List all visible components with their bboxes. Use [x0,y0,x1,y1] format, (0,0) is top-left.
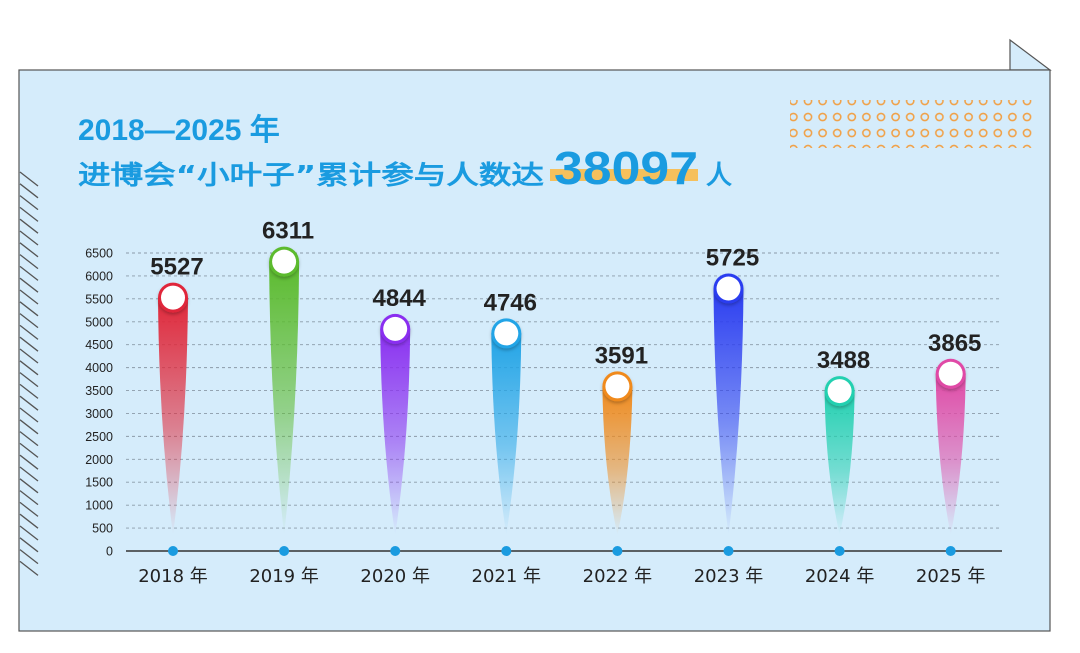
bar [380,328,411,535]
x-tick-label: 2019 年 [249,566,319,587]
headline: 进博会“小叶子”累计参与人数达 38097 人 [78,142,732,194]
value-label: 5725 [706,245,759,272]
bar [935,373,966,535]
axis-dot [168,546,178,556]
axis-dots [168,546,956,556]
y-tick-label: 3000 [85,407,113,421]
bars [158,261,966,535]
y-tick-label: 1500 [85,476,113,490]
value-label: 3591 [595,342,648,369]
value-knobs [158,246,966,407]
value-label: 4746 [484,289,537,316]
y-tick-label: 4500 [85,338,113,352]
bar [602,386,633,535]
value-label: 3865 [928,330,981,357]
value-label: 4844 [373,285,427,312]
axis-dot [945,546,956,556]
axis-dot [612,546,623,556]
bar [158,297,188,535]
value-knob [269,246,300,277]
value-knob [158,282,188,313]
value-label: 3488 [817,347,870,374]
axis-dot [279,546,290,556]
y-tick-label: 6000 [85,269,113,283]
total-count: 38097 [554,142,698,194]
headline-prefix: 进博会“小叶子”累计参与人数达 [78,160,544,191]
x-axis-labels: 2018 年 2019 年 2020 年 2021 年 2022 年 2023 年 2024… [138,566,985,587]
x-tick-label: 2021 年 [472,566,542,587]
y-tick-label: 5500 [85,292,113,306]
axis-dot [390,546,401,556]
axis-dot [723,546,734,556]
bar [491,333,522,535]
bar [713,288,744,535]
y-tick-label: 5000 [85,315,113,329]
x-tick-label: 2022 年 [583,566,653,587]
value-labels: 5527 6311 4844 4746 3591 5725 3488 3865 [150,218,981,374]
y-tick-label: 2500 [85,430,113,444]
value-knob [380,313,411,344]
x-tick-label: 2023 年 [694,566,764,587]
value-knob [824,376,855,407]
x-tick-label: 2018 年 [138,566,208,587]
y-tick-label: 500 [92,522,113,536]
value-knob [935,358,966,389]
y-tick-label: 3500 [85,384,113,398]
axis-dot [834,546,845,556]
bar [269,261,300,535]
value-knob [602,371,633,402]
total-highlight [550,169,698,181]
y-tick-label: 6500 [85,247,113,261]
value-knob [713,273,744,304]
x-tick-label: 2020 年 [360,566,430,587]
y-tick-label: 2000 [85,453,113,467]
bar [824,391,855,535]
value-knob [491,318,522,349]
y-axis-tick-labels: 0 500 1000 1500 2000 2500 3000 3500 4000 4500 5000… [85,247,113,559]
value-label: 6311 [262,218,314,245]
value-label: 5527 [150,254,203,281]
y-tick-label: 4000 [85,361,113,375]
total-unit: 人 [706,161,732,191]
dot-grid-decoration [790,100,1034,148]
hatch-decoration [19,171,39,576]
chart-panel [18,69,1051,632]
year-range-title: 2018—2025 年 [78,114,280,147]
y-tick-label: 1000 [85,499,113,513]
y-tick-label: 0 [106,545,113,559]
folded-corner [1009,38,1052,71]
x-tick-label: 2024 年 [805,566,875,587]
x-tick-label: 2025 年 [916,566,986,587]
axis-dot [501,546,512,556]
